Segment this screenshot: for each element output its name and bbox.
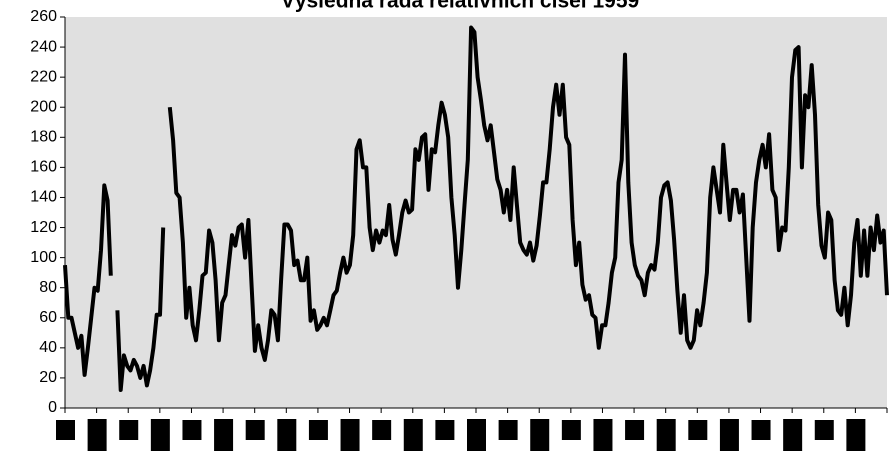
- y-tick-label: 20: [39, 369, 57, 386]
- x-label-block: [688, 420, 708, 440]
- x-label-block: [435, 420, 455, 440]
- y-tick-label: 180: [30, 129, 57, 146]
- y-tick-label: 40: [39, 339, 57, 356]
- y-tick-label: 260: [30, 8, 57, 25]
- x-label-block: [530, 419, 550, 451]
- x-label-block: [403, 419, 423, 451]
- x-label-block: [498, 420, 518, 440]
- x-label-block: [56, 420, 75, 440]
- x-label-block: [87, 419, 107, 451]
- x-label-block: [277, 419, 297, 451]
- y-tick-label: 200: [30, 98, 57, 115]
- chart-title: Výsledná řada relativních čísel 1959: [281, 0, 639, 13]
- x-label-block: [719, 419, 739, 451]
- y-tick-label: 220: [30, 68, 57, 85]
- y-tick-label: 80: [39, 279, 57, 296]
- data-line: [63, 25, 889, 392]
- plot-area: [65, 17, 887, 408]
- y-tick-label: 160: [30, 159, 57, 176]
- x-label-block: [561, 420, 581, 440]
- x-label-block: [656, 419, 676, 451]
- y-tick-label: 60: [39, 309, 57, 326]
- x-label-block: [814, 420, 834, 440]
- y-tick-label: 0: [48, 399, 57, 416]
- x-label-block: [150, 419, 170, 451]
- x-label-block: [751, 420, 771, 440]
- x-label-block: [593, 419, 613, 451]
- x-label-block: [340, 419, 360, 451]
- x-label-block: [182, 420, 202, 440]
- y-tick-label: 140: [30, 189, 57, 206]
- x-label-block: [783, 419, 803, 451]
- x-label-block: [308, 420, 328, 440]
- y-tick-label: 100: [30, 249, 57, 266]
- x-label-block: [372, 420, 392, 440]
- y-tick-label: 240: [30, 38, 57, 55]
- y-tick-label: 120: [30, 219, 57, 236]
- x-label-block: [846, 419, 866, 451]
- x-label-block: [467, 419, 486, 451]
- x-label-block: [245, 420, 265, 440]
- x-label-block: [625, 420, 645, 440]
- x-label-block: [214, 419, 234, 451]
- x-label-block: [119, 420, 139, 440]
